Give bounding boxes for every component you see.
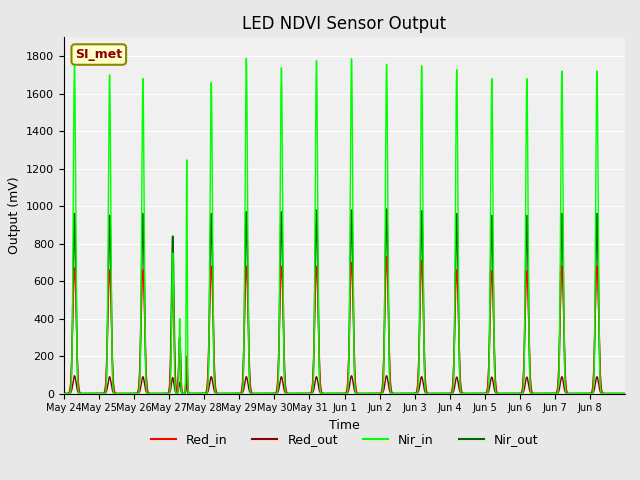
Nir_in [621, 391, 629, 396]
Nir_out [466, 391, 474, 396]
Y-axis label: Output (mV): Output (mV) [8, 177, 20, 254]
Nir_out [502, 391, 509, 396]
Red_out [466, 391, 474, 396]
Red_in [175, 353, 182, 359]
Nir_in [466, 391, 474, 396]
Red_out [621, 391, 629, 396]
Nir_in [243, 56, 250, 61]
Red_out [175, 383, 183, 388]
Red_in [502, 391, 509, 396]
Line: Red_out: Red_out [64, 376, 625, 394]
Red_out [70, 373, 78, 379]
Red_out [615, 391, 623, 396]
Nir_out [536, 391, 543, 396]
X-axis label: Time: Time [329, 419, 360, 432]
Nir_in [175, 358, 182, 364]
Line: Red_in: Red_in [64, 257, 625, 394]
Line: Nir_out: Nir_out [64, 209, 625, 394]
Red_out [60, 391, 68, 396]
Nir_out [60, 391, 68, 396]
Red_in [417, 282, 424, 288]
Title: LED NDVI Sensor Output: LED NDVI Sensor Output [243, 15, 447, 33]
Nir_out [175, 359, 182, 364]
Nir_in [615, 391, 623, 396]
Red_out [502, 391, 509, 396]
Red_out [417, 378, 424, 384]
Red_in [383, 254, 390, 260]
Nir_out [383, 206, 390, 212]
Red_in [466, 391, 474, 396]
Line: Nir_in: Nir_in [64, 59, 625, 394]
Red_in [536, 391, 543, 396]
Red_out [536, 391, 543, 396]
Nir_in [60, 391, 68, 396]
Nir_out [615, 391, 623, 396]
Nir_out [417, 252, 424, 258]
Nir_in [502, 391, 509, 396]
Legend: Red_in, Red_out, Nir_in, Nir_out: Red_in, Red_out, Nir_in, Nir_out [146, 429, 543, 452]
Nir_in [536, 391, 543, 396]
Red_in [621, 391, 629, 396]
Nir_out [621, 391, 629, 396]
Text: SI_met: SI_met [76, 48, 122, 61]
Red_in [60, 391, 68, 396]
Red_in [615, 391, 623, 396]
Nir_in [417, 174, 424, 180]
